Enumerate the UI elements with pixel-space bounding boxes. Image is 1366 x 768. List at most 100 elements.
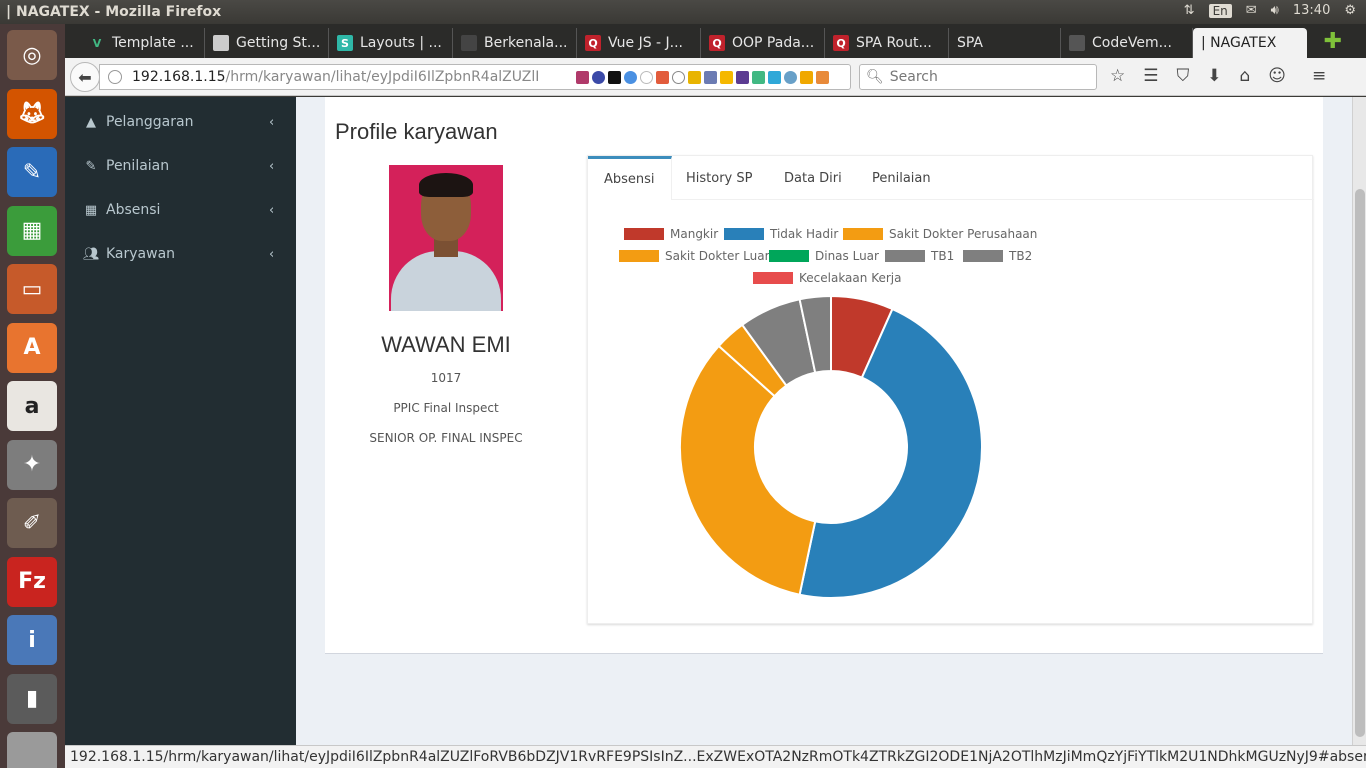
- legend-item[interactable]: Dinas Luar: [769, 249, 879, 263]
- volume-icon[interactable]: 🔊︎: [1270, 3, 1279, 18]
- firefox-icon[interactable]: 🦊︎: [7, 88, 57, 139]
- libreoffice-calc-icon[interactable]: ▦: [7, 205, 57, 256]
- libreoffice-impress-icon[interactable]: ▭: [7, 264, 57, 314]
- browser-tab[interactable]: CodeVem...: [1061, 28, 1193, 58]
- home-icon[interactable]: ⌂: [1239, 66, 1251, 86]
- page-scrollbar[interactable]: [1352, 97, 1366, 745]
- clock[interactable]: 13:40: [1292, 3, 1331, 18]
- tab-penilaian[interactable]: Penilaian: [872, 170, 931, 186]
- browser-tab[interactable]: V Template ...: [81, 28, 205, 58]
- legend-item[interactable]: TB2: [963, 249, 1032, 263]
- bootstrap-extension-icon[interactable]: [736, 71, 749, 84]
- profile-tab-box: Absensi History SP Data Diri Penilaian Mang…: [587, 155, 1314, 624]
- legend-item[interactable]: Mangkir: [624, 227, 718, 241]
- filezilla-icon[interactable]: Fz: [7, 556, 57, 607]
- chart-slice-sakit-dokter-perusahaan[interactable]: [679, 344, 817, 596]
- profile-panel: Profile karyawan WAWAN EMI 1017 PPIC Fin…: [325, 97, 1323, 654]
- extension-icon[interactable]: [816, 71, 829, 84]
- php-extension-icon[interactable]: [704, 71, 717, 84]
- sidebar-item-absensi[interactable]: ▦ Absensi ‹: [65, 188, 296, 232]
- page-title: Profile karyawan: [335, 119, 498, 144]
- chat-icon[interactable]: ☺: [1268, 66, 1287, 86]
- back-button[interactable]: ⬅: [70, 62, 100, 92]
- browser-navigation-bar: 192.168.1.15/hrm/karyawan/lihat/eyJpdiI6…: [65, 58, 1366, 96]
- extension-icon[interactable]: [640, 71, 653, 84]
- lock-extension-icon[interactable]: [688, 71, 701, 84]
- tab-history-sp[interactable]: History SP: [686, 170, 753, 186]
- calendar-icon: ▦: [84, 202, 98, 218]
- chart-slice-tb2[interactable]: [798, 294, 832, 374]
- system-settings-icon[interactable]: ✦: [7, 439, 57, 490]
- extension-icon[interactable]: [608, 71, 621, 84]
- site-info-globe-icon[interactable]: [108, 70, 122, 84]
- chevron-left-icon: ‹: [269, 158, 275, 174]
- amazon-icon[interactable]: a: [7, 381, 57, 431]
- ubuntu-dash-icon[interactable]: ◎: [7, 30, 57, 80]
- browser-tab[interactable]: Berkenala...: [453, 28, 577, 58]
- libreoffice-writer-icon[interactable]: ✎: [7, 147, 57, 197]
- tab-label: SPA: [957, 35, 984, 51]
- extension-icon[interactable]: [656, 71, 669, 84]
- vue-devtools-icon[interactable]: [752, 71, 765, 84]
- chart-slice-tidak-hadir[interactable]: [798, 307, 983, 599]
- legend-item[interactable]: Tidak Hadir: [724, 227, 838, 241]
- terminal-icon[interactable]: ▮: [7, 673, 57, 724]
- legend-swatch: [769, 250, 809, 262]
- reading-list-icon[interactable]: ☰: [1143, 66, 1159, 86]
- workspace-switcher-icon[interactable]: [7, 732, 57, 768]
- network-icon[interactable]: ⇅: [1183, 3, 1195, 18]
- extension-icon[interactable]: [592, 71, 605, 84]
- keyboard-layout-indicator[interactable]: En: [1208, 3, 1232, 18]
- sidebar-item-penilaian[interactable]: ✎ Penilaian ‹: [65, 144, 296, 188]
- legend-label: TB2: [1009, 249, 1033, 263]
- settings-gear-icon[interactable]: ⚙: [1344, 3, 1356, 18]
- extension-icon[interactable]: [624, 71, 637, 84]
- pocket-icon[interactable]: ⛉: [1176, 66, 1190, 86]
- mail-icon[interactable]: ✉: [1245, 3, 1257, 18]
- paint-icon[interactable]: ✐: [7, 498, 57, 548]
- legend-swatch: [885, 250, 925, 262]
- legend-item[interactable]: TB1: [885, 249, 954, 263]
- extension-icon[interactable]: [800, 71, 813, 84]
- extension-icon[interactable]: [768, 71, 781, 84]
- clock-extension-icon[interactable]: [672, 71, 685, 84]
- legend-swatch: [619, 250, 659, 262]
- legend-label: Mangkir: [670, 227, 719, 241]
- browser-tab[interactable]: Q SPA Rout...: [825, 28, 949, 58]
- legend-item[interactable]: Sakit Dokter Luar: [619, 249, 770, 263]
- mysql-workbench-icon[interactable]: i: [7, 615, 57, 665]
- sidebar-item-pelanggaran[interactable]: ▲ Pelanggaran ‹: [65, 100, 296, 144]
- codevember-icon: [1069, 35, 1085, 51]
- legend-swatch: [753, 272, 793, 284]
- browser-tab[interactable]: S Layouts | ...: [329, 28, 453, 58]
- scrollbar-thumb[interactable]: [1355, 189, 1365, 737]
- search-input[interactable]: 🔍︎ Search: [859, 64, 1097, 90]
- legend-item[interactable]: Sakit Dokter Perusahaan: [843, 227, 1037, 241]
- legend-item[interactable]: Kecelakaan Kerja: [753, 271, 901, 285]
- browser-tab[interactable]: Q OOP Pada...: [701, 28, 825, 58]
- chevron-left-icon: ‹: [269, 114, 275, 130]
- employee-name: WAWAN EMI: [381, 332, 511, 357]
- tab-absensi[interactable]: Absensi: [588, 156, 672, 200]
- extension-icon[interactable]: [576, 71, 589, 84]
- sidebar-item-label: Penilaian: [106, 158, 170, 174]
- browser-tab[interactable]: Q Vue JS - J...: [577, 28, 701, 58]
- tab-data-diri[interactable]: Data Diri: [784, 170, 842, 186]
- employee-photo: [389, 165, 503, 311]
- sidebar-item-label: Pelanggaran: [106, 114, 194, 130]
- browser-tab[interactable]: SPA: [949, 28, 1061, 58]
- sidebar-item-label: Karyawan: [106, 246, 176, 262]
- legend-swatch: [963, 250, 1003, 262]
- url-bar[interactable]: 192.168.1.15/hrm/karyawan/lihat/eyJpdiI6…: [99, 64, 878, 90]
- software-center-icon[interactable]: A: [7, 322, 57, 373]
- downloads-icon[interactable]: ⬇: [1207, 66, 1222, 86]
- new-tab-plus-icon[interactable]: ✚: [1323, 29, 1342, 54]
- tab-label: Template ...: [112, 35, 194, 51]
- sidebar-item-karyawan[interactable]: 👥︎ Karyawan ‹: [65, 232, 296, 276]
- hamburger-menu-icon[interactable]: ≡: [1312, 66, 1327, 86]
- bookmark-star-icon[interactable]: ☆: [1110, 66, 1126, 86]
- extension-icon[interactable]: [720, 71, 733, 84]
- extension-icon[interactable]: [784, 71, 797, 84]
- browser-tab[interactable]: | NAGATEX✕: [1193, 28, 1307, 58]
- browser-tab[interactable]: Getting St...: [205, 28, 329, 58]
